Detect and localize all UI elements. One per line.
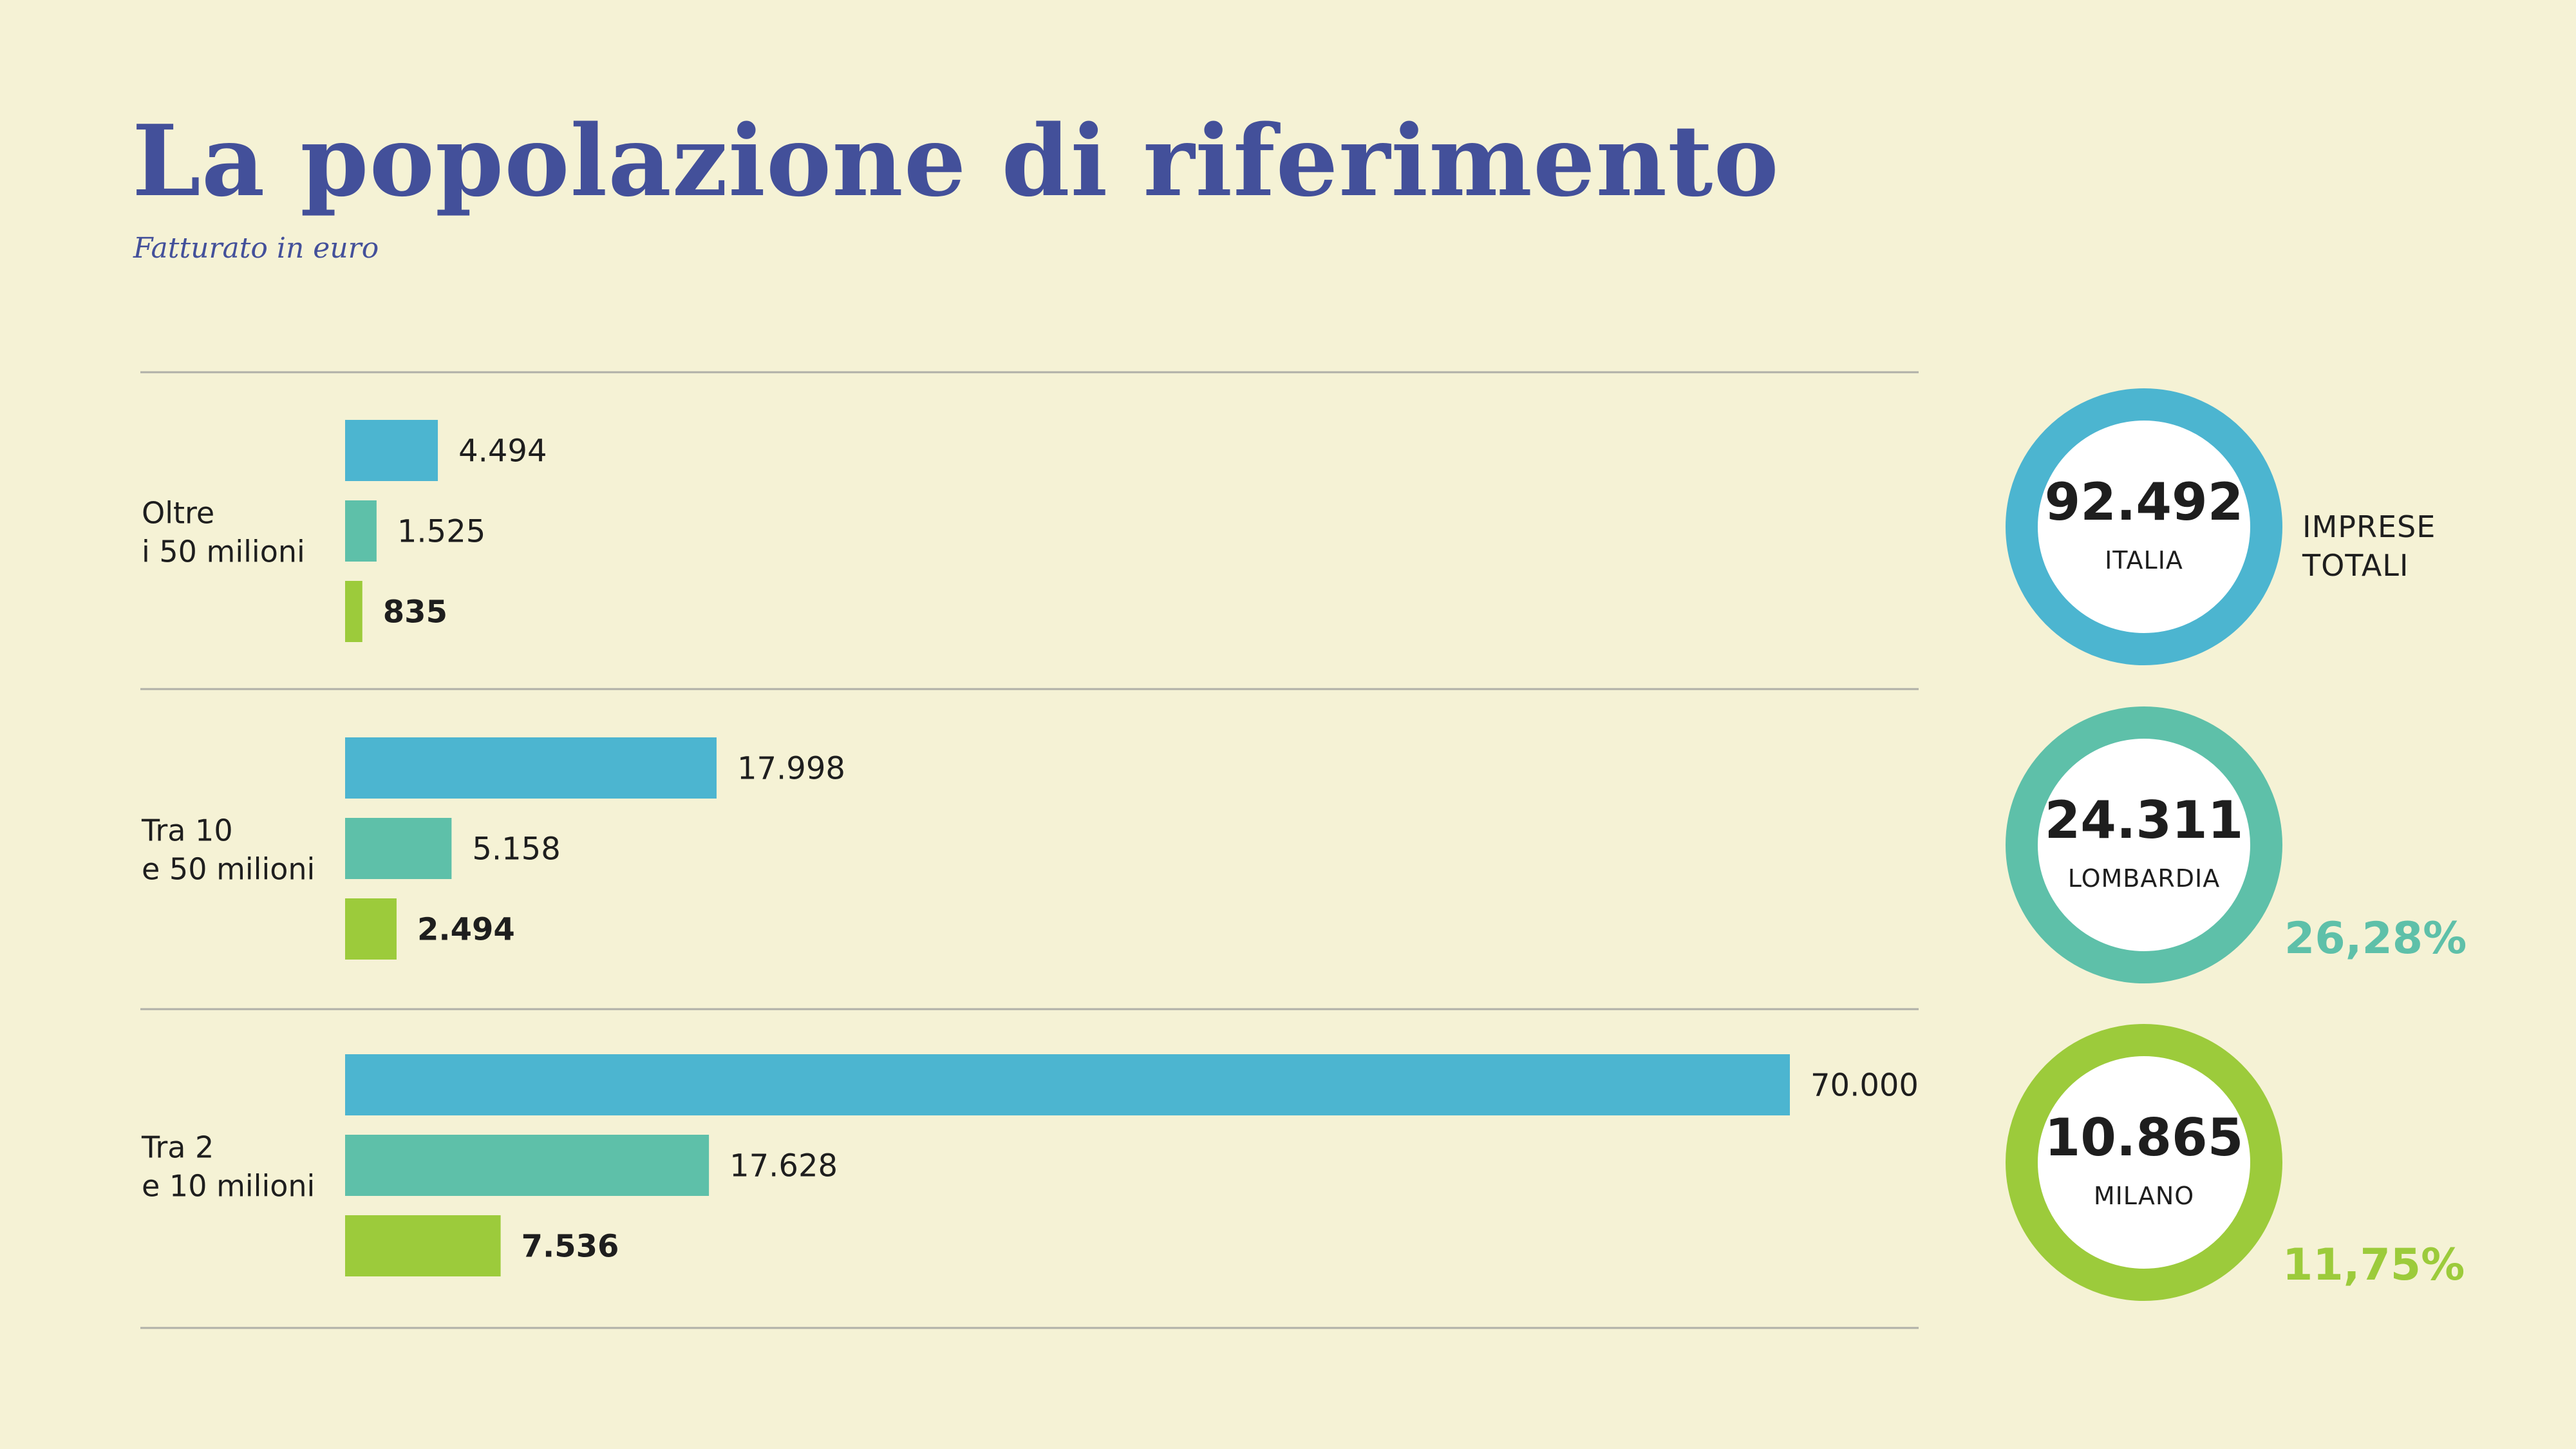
bar — [345, 1135, 710, 1196]
bar-value-label: 7.536 — [522, 1229, 619, 1265]
bar-chart: Oltre i 50 milioni 4.494 1.525 835 Tra 10 e 50… — [140, 371, 1919, 1329]
lombardia-ring: 24.311 LOMBARDIA — [2006, 706, 2282, 983]
bar — [345, 898, 397, 960]
bar — [345, 420, 438, 481]
bar-value-label: 2.494 — [417, 912, 515, 948]
lombardia-label: LOMBARDIA — [2067, 864, 2221, 893]
bar-value-label: 1.525 — [397, 514, 485, 550]
imprese-totali-label: IMPRESE TOTALI — [2302, 509, 2436, 583]
category-label: Tra 10 e 50 milioni — [141, 813, 315, 887]
milano-ring: 10.865 MILANO — [2006, 1024, 2282, 1301]
bar — [345, 818, 452, 879]
italia-ring: 92.492 ITALIA — [2006, 388, 2282, 665]
bar-value-label: 4.494 — [458, 433, 547, 469]
lombardia-total: 24.311 LOMBARDIA — [2006, 706, 2282, 983]
chart-title: La popolazione di riferimento — [132, 103, 1780, 218]
bar — [345, 581, 362, 642]
chart-subtitle: Fatturato in euro — [133, 232, 379, 265]
bar — [345, 1215, 501, 1276]
milano-count: 10.865 — [2044, 1108, 2244, 1168]
milano-label: MILANO — [2093, 1182, 2195, 1210]
category-label: Oltre i 50 milioni — [142, 496, 305, 569]
italia-count: 92.492 — [2044, 472, 2244, 532]
italia-total: 92.492 ITALIA — [2006, 388, 2282, 665]
bar-value-label: 835 — [383, 594, 447, 630]
lombardia-count: 24.311 — [2044, 790, 2244, 850]
italia-label: ITALIA — [2105, 546, 2183, 574]
bar-value-label: 17.628 — [729, 1148, 838, 1184]
milano-percentage: 11,75% — [2282, 1240, 2465, 1291]
bar — [345, 737, 717, 799]
bar — [345, 1054, 1790, 1115]
milano-total: 10.865 MILANO — [2006, 1024, 2282, 1301]
bar-value-label: 17.998 — [737, 751, 845, 787]
bar-value-label: 70.000 — [1810, 1068, 1919, 1104]
lombardia-percentage: 26,28% — [2284, 913, 2467, 964]
bar — [345, 500, 377, 562]
bar-value-label: 5.158 — [472, 831, 560, 867]
